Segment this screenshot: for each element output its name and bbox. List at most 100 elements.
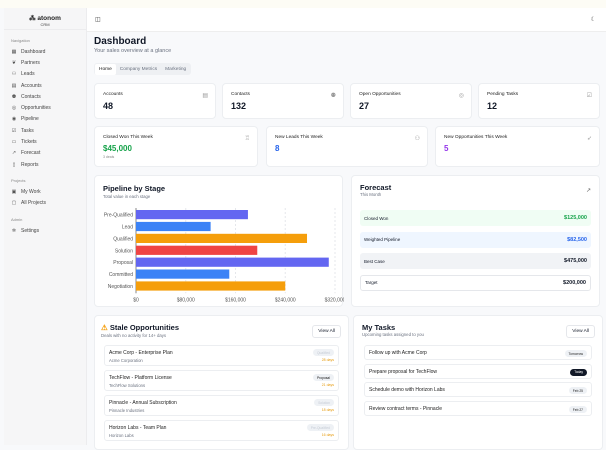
stat-card: Contacts 132 ⚉: [222, 83, 344, 119]
opportunity-company: Horizon Labs: [109, 433, 134, 438]
sidebar-item-dashboard[interactable]: ▦ Dashboard: [4, 46, 86, 57]
task-item[interactable]: Schedule demo with Horizon Labs Feb 25: [364, 382, 592, 398]
stale-opportunity-item[interactable]: TechFlow - Platform License TechFlow Solu…: [104, 370, 339, 391]
sidebar-item-leads[interactable]: ⚇ Leads: [4, 69, 86, 80]
stale-view-all-button[interactable]: View All: [312, 325, 341, 338]
weekly-value: 8: [275, 144, 280, 153]
target-icon: ◎: [11, 105, 17, 112]
due-badge: Feb 25: [568, 387, 587, 395]
sidebar-item-contacts[interactable]: ⚉ Contacts: [4, 91, 86, 102]
trending-up-icon: ↗: [11, 150, 17, 157]
brand-name: atonom: [37, 15, 61, 22]
stale-opportunity-item[interactable]: Horizon Labs - Team Plan Horizon Labs Pre-…: [104, 420, 339, 441]
tab-company-metrics[interactable]: Company Metrics: [119, 66, 158, 72]
stat-label: Accounts: [103, 92, 123, 97]
opportunity-name: Horizon Labs - Team Plan: [109, 425, 167, 431]
stale-opportunity-item[interactable]: Pinnacle - Annual Subscription Pinnacle I…: [104, 395, 339, 416]
tasks-subtitle: Upcoming tasks assigned to you: [362, 332, 424, 337]
y-tick-label: Solution: [115, 248, 133, 254]
sidebar-item-reports[interactable]: ▯ Reports: [4, 159, 86, 170]
pipeline-chart: $0 $80,000 $160,000 $240,000 $320,000 Pre-Qua…: [104, 208, 344, 303]
stat-value: 27: [359, 101, 370, 111]
days-stale: 16 days: [321, 433, 334, 437]
bar-lead[interactable]: [136, 221, 211, 232]
pipeline-title: Pipeline by Stage: [103, 184, 166, 193]
nav-section-label: Projects: [11, 178, 26, 184]
sidebar-item-accounts[interactable]: ▤ Accounts: [4, 80, 86, 91]
stage-badge: Pre-Qualified: [306, 424, 334, 431]
task-name: Prepare proposal for TechFlow: [369, 368, 437, 375]
sidebar-item-label: Partners: [21, 59, 40, 66]
weekly-value: $45,000: [103, 144, 132, 153]
tab-marketing[interactable]: Marketing: [165, 66, 187, 72]
sidebar-item-forecast[interactable]: ↗ Forecast: [4, 148, 86, 159]
briefcase-icon: ▣: [11, 188, 17, 195]
stale-opportunities-card: ⚠ Stale Opportunities Deals with no acti…: [94, 315, 349, 450]
bar-proposal[interactable]: [136, 257, 329, 267]
theme-toggle-icon[interactable]: ☾: [590, 17, 596, 23]
gear-icon: ✲: [11, 227, 17, 234]
grid-icon: ▦: [11, 48, 17, 55]
stat-value: 132: [231, 101, 247, 111]
x-tick-label: $80,000: [177, 297, 195, 303]
forecast-label: Weighted Pipeline: [364, 237, 401, 242]
bar-pre-qualified[interactable]: [136, 210, 248, 220]
sidebar-item-label: Tasks: [21, 127, 34, 134]
task-name: Schedule demo with Horizon Labs: [369, 387, 445, 394]
x-tick-label: $240,000: [275, 297, 296, 303]
user-plus-icon: ⚇: [11, 71, 17, 78]
bar-negotiation[interactable]: [136, 281, 286, 291]
tab-home[interactable]: Home: [95, 63, 116, 75]
folder-icon: ▢: [11, 200, 17, 207]
bar-qualified[interactable]: [136, 233, 308, 243]
sidebar-toggle-icon[interactable]: ◫: [95, 17, 101, 23]
brand-sub: CRM: [40, 22, 50, 27]
tasks-view-all-button[interactable]: View All: [566, 325, 595, 338]
sidebar-item-label: Accounts: [21, 82, 42, 89]
forecast-row: Target $200,000: [360, 274, 591, 291]
stage-badge: Proposal: [312, 374, 334, 381]
y-tick-label: Committed: [109, 272, 133, 278]
sidebar-item-label: Opportunities: [21, 105, 51, 112]
sidebar-item-all-projects[interactable]: ▢ All Projects: [4, 198, 86, 209]
y-tick-label: Pre-Qualified: [104, 213, 133, 219]
sidebar-item-partners[interactable]: ❦ Partners: [4, 57, 86, 68]
sidebar-item-label: Pipeline: [21, 116, 39, 123]
weekly-label: New Leads This Week: [275, 135, 323, 140]
logo[interactable]: ⁂ atonom CRM: [4, 8, 86, 30]
sidebar-item-label: Reports: [21, 161, 39, 168]
ticket-icon: ▭: [11, 139, 17, 146]
opportunity-company: TechFlow Solutions: [109, 383, 146, 388]
opportunity-company: Acme Corporation: [109, 358, 143, 363]
sidebar-item-opportunities[interactable]: ◎ Opportunities: [4, 102, 86, 113]
forecast-subtitle: This Month: [360, 192, 382, 197]
sidebar-item-settings[interactable]: ✲ Settings: [4, 225, 86, 236]
sidebar-item-my-work[interactable]: ▣ My Work: [4, 186, 86, 197]
trophy-icon: ♖: [244, 136, 250, 142]
weekly-note: 3 deals: [103, 155, 115, 159]
sidebar-item-pipeline[interactable]: ◉ Pipeline: [4, 114, 86, 125]
sidebar-item-label: Forecast: [21, 150, 41, 157]
forecast-label: Target: [365, 280, 378, 285]
stat-card: Pending Tasks 12 ☑: [478, 83, 600, 119]
bar-committed[interactable]: [136, 269, 230, 279]
stage-badge: Solution: [314, 399, 334, 406]
stat-label: Open Opportunities: [359, 92, 401, 97]
building-icon: ▤: [11, 82, 17, 89]
tab-bar: Home Company Metrics Marketing: [94, 63, 192, 75]
sidebar-item-label: My Work: [21, 188, 41, 195]
file-icon: ▯: [12, 161, 16, 168]
task-item[interactable]: Review contract terms - Pinnacle Feb 27: [364, 401, 592, 417]
task-item[interactable]: Follow up with Acme Corp Tomorrow: [364, 345, 592, 360]
task-item[interactable]: Prepare proposal for TechFlow Today: [364, 363, 592, 379]
nav-section-label: Admin: [11, 216, 23, 222]
sidebar-item-tickets[interactable]: ▭ Tickets: [4, 136, 86, 147]
stale-title: ⚠ Stale Opportunities: [101, 323, 180, 332]
bar-solution[interactable]: [136, 245, 258, 255]
stale-opportunity-item[interactable]: Acme Corp - Enterprise Plan Acme Corporat…: [104, 345, 339, 366]
sidebar-item-tasks[interactable]: ☑ Tasks: [4, 125, 86, 136]
forecast-value: $475,000: [564, 258, 587, 264]
y-tick-label: Proposal: [113, 260, 133, 266]
x-tick-label: $320,000: [325, 297, 344, 303]
opportunity-name: TechFlow - Platform License: [109, 375, 172, 381]
